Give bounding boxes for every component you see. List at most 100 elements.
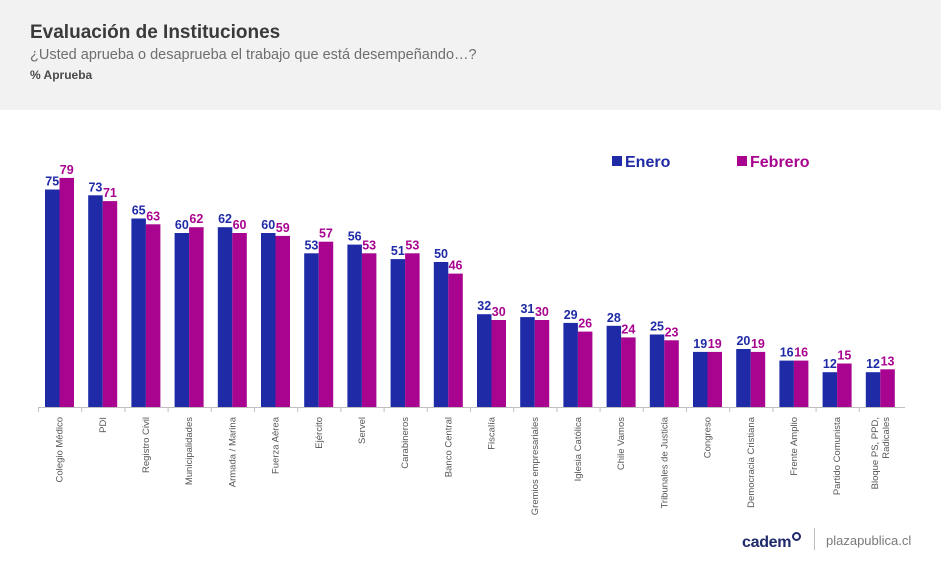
data-label-febrero: 53 — [362, 238, 376, 252]
bar-enero — [649, 334, 665, 407]
data-label-febrero: 62 — [189, 212, 203, 226]
data-label-enero: 28 — [607, 311, 621, 325]
data-label-enero: 53 — [304, 238, 318, 252]
bar-febrero — [837, 363, 852, 407]
header-band — [0, 0, 941, 110]
data-label-febrero: 16 — [794, 346, 808, 360]
category-label: Gremios empresariales — [530, 417, 541, 515]
data-label-febrero: 30 — [535, 305, 549, 319]
bar-febrero — [361, 253, 377, 407]
data-label-enero: 31 — [520, 302, 534, 316]
category-label: Congreso — [703, 417, 714, 458]
category-label: Tribunales de Justicia — [659, 416, 670, 508]
data-label-febrero: 19 — [708, 337, 722, 351]
data-label-enero: 16 — [780, 346, 794, 360]
bar-febrero — [318, 241, 334, 407]
footer-site: plazapublica.cl — [826, 533, 912, 548]
bar-febrero — [232, 233, 247, 407]
data-label-febrero: 19 — [751, 337, 765, 351]
data-label-febrero: 63 — [146, 209, 160, 223]
bar-enero — [520, 317, 535, 407]
bar-enero — [822, 372, 838, 407]
category-label: Fuerza Aérea — [271, 416, 282, 474]
legend-label-enero: Enero — [625, 154, 671, 171]
data-label-febrero: 30 — [492, 305, 506, 319]
bar-enero — [88, 195, 103, 407]
bar-enero — [736, 349, 751, 407]
data-label-febrero: 24 — [621, 322, 635, 336]
data-label-febrero: 79 — [60, 163, 74, 177]
bar-febrero — [577, 331, 593, 407]
category-label: Ejército — [314, 417, 325, 449]
legend-swatch-enero — [612, 156, 622, 166]
bar-febrero — [145, 224, 161, 407]
bar-enero — [174, 233, 190, 407]
bar-enero — [347, 244, 362, 407]
logo-dot-icon — [792, 532, 802, 541]
category-label: Chile Vamos — [616, 417, 627, 470]
category-label: Democracia Cristiana — [746, 416, 757, 508]
bar-enero — [693, 351, 708, 407]
bar-febrero — [189, 227, 204, 407]
category-label: Bloque PS, PPD, — [870, 417, 881, 489]
category-label: Iglesia Católica — [573, 416, 584, 481]
bar-enero — [45, 189, 60, 407]
category-label: Armada / Marina — [227, 416, 238, 487]
category-label: PDI — [98, 417, 109, 433]
chart-title: Evaluación de Instituciones — [30, 22, 281, 43]
bar-febrero — [793, 360, 809, 407]
bar-febrero — [102, 201, 118, 407]
data-label-enero: 50 — [434, 247, 448, 261]
category-label: Carabineros — [400, 417, 411, 469]
bar-febrero — [448, 273, 463, 407]
data-label-enero: 12 — [823, 357, 837, 371]
bar-enero — [477, 314, 492, 407]
bar-enero — [779, 360, 794, 407]
data-label-enero: 56 — [348, 230, 362, 244]
data-label-febrero: 57 — [319, 227, 333, 241]
data-label-febrero: 46 — [449, 259, 463, 273]
bar-enero — [433, 262, 449, 407]
data-label-enero: 19 — [693, 337, 707, 351]
bar-febrero — [707, 351, 722, 407]
data-label-enero: 62 — [218, 212, 232, 226]
chart-unit: % Aprueba — [30, 68, 93, 82]
category-label: Frente Amplio — [789, 417, 800, 476]
category-label: Servel — [357, 417, 368, 444]
data-label-febrero: 53 — [405, 238, 419, 252]
bar-enero — [563, 322, 578, 407]
data-label-febrero: 13 — [881, 354, 895, 368]
bar-enero — [390, 259, 406, 407]
data-label-febrero: 26 — [578, 317, 592, 331]
data-label-enero: 29 — [564, 308, 578, 322]
category-label: Radicales — [881, 417, 892, 459]
data-label-enero: 25 — [650, 320, 664, 334]
bar-enero — [217, 227, 233, 407]
data-label-febrero: 59 — [276, 221, 290, 235]
bar-enero — [865, 372, 881, 407]
category-label: Municipalidades — [184, 417, 195, 485]
data-label-enero: 60 — [261, 218, 275, 232]
bar-febrero — [621, 337, 636, 407]
legend-swatch-febrero — [737, 156, 747, 166]
bar-enero — [261, 233, 276, 407]
bar-enero — [304, 253, 319, 407]
legend-label-febrero: Febrero — [750, 154, 810, 171]
bar-febrero — [275, 235, 290, 407]
data-label-febrero: 15 — [837, 349, 851, 363]
data-label-enero: 75 — [45, 175, 59, 189]
data-label-enero: 65 — [132, 204, 146, 218]
category-label: Colegio Médico — [55, 417, 66, 482]
data-label-febrero: 23 — [665, 325, 679, 339]
bar-febrero — [750, 351, 766, 407]
data-label-enero: 51 — [391, 244, 405, 258]
bar-febrero — [880, 369, 895, 407]
bar-febrero — [405, 253, 420, 407]
bar-febrero — [491, 320, 506, 407]
data-label-enero: 12 — [866, 357, 880, 371]
category-label: Partido Comunista — [832, 416, 843, 495]
data-label-enero: 20 — [736, 334, 750, 348]
category-label: Fiscalía — [487, 416, 498, 449]
chart-subtitle: ¿Usted aprueba o desaprueba el trabajo q… — [30, 47, 477, 63]
